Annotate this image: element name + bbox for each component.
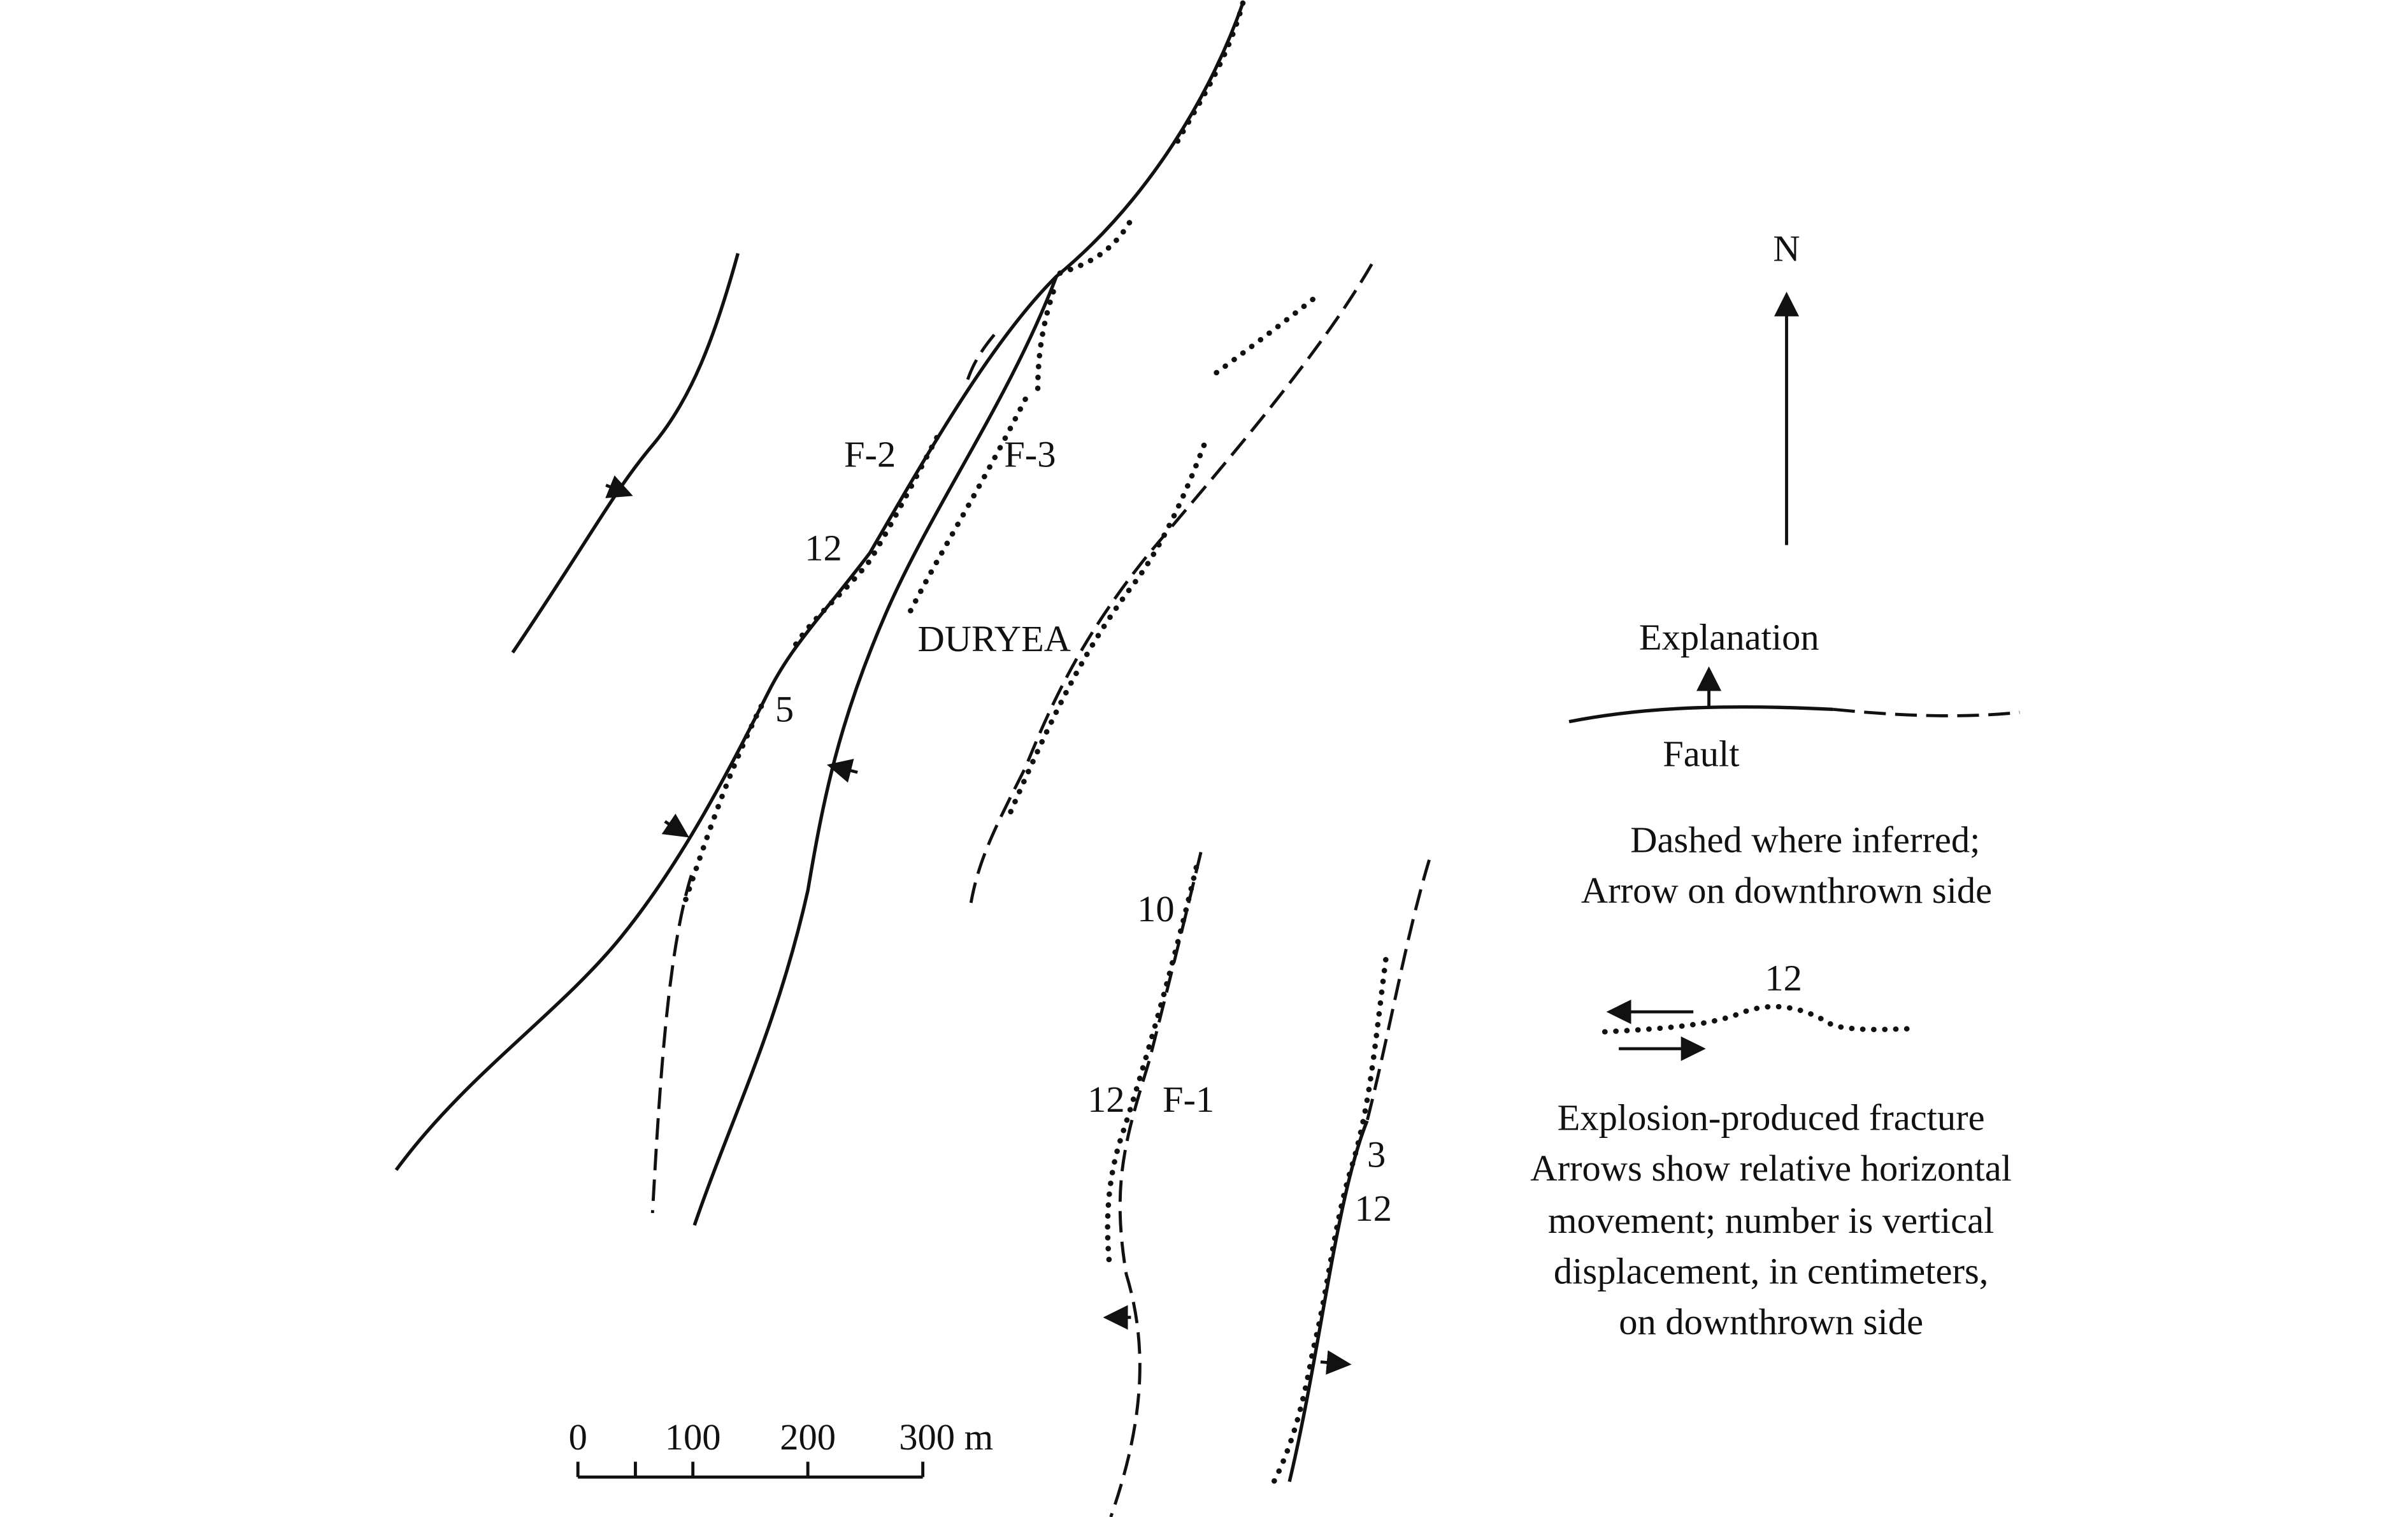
fracture bbox=[1175, 0, 1246, 144]
displacement-label: 12 bbox=[805, 528, 842, 569]
place-label: DURYEA bbox=[917, 618, 1071, 659]
fault-inferred bbox=[964, 333, 996, 385]
fault-inferred bbox=[650, 874, 693, 1213]
legend: Explanation Fault Dashed where inferred;… bbox=[1530, 617, 2020, 1343]
faults bbox=[394, 2, 1431, 1517]
fault-label: F-1 bbox=[1163, 1079, 1214, 1120]
downthrown-arrows bbox=[605, 475, 1352, 1375]
scale-label: 300 m bbox=[899, 1416, 993, 1458]
map-labels: F-2 F-3 12 DURYEA 5 10 12 F-1 3 12 bbox=[775, 434, 1392, 1229]
scale-bar: 0 100 200 300 m bbox=[569, 1416, 993, 1479]
fault bbox=[394, 2, 1245, 1171]
legend-fracture-number: 12 bbox=[1765, 958, 1802, 999]
scale-label: 200 bbox=[780, 1416, 836, 1458]
legend-fault-label: Fault bbox=[1663, 733, 1739, 775]
arrow bbox=[661, 814, 689, 838]
scale-label: 0 bbox=[569, 1416, 587, 1458]
fault bbox=[692, 275, 1058, 1226]
fracture bbox=[792, 435, 940, 648]
displacement-label: 10 bbox=[1137, 888, 1175, 930]
fracture bbox=[1271, 956, 1389, 1485]
displacement-label: 5 bbox=[775, 689, 794, 730]
fault bbox=[1287, 1120, 1369, 1483]
fracture bbox=[1208, 296, 1315, 379]
north-arrow: N bbox=[1773, 228, 1800, 545]
legend-note: on downthrown side bbox=[1619, 1302, 1923, 1343]
legend-note: Arrow on downthrown side bbox=[1581, 870, 1992, 911]
fracture bbox=[1056, 220, 1133, 277]
arrow bbox=[826, 758, 858, 783]
fault-label: F-2 bbox=[844, 434, 896, 475]
fracture bbox=[1035, 289, 1056, 394]
legend-fault-line bbox=[1568, 705, 1833, 724]
legend-title: Explanation bbox=[1639, 617, 1819, 658]
legend-note: Arrows show relative horizontal bbox=[1530, 1148, 2012, 1190]
legend-note: Explosion-produced fracture bbox=[1558, 1097, 1985, 1139]
fracture bbox=[906, 396, 1028, 617]
legend-note: movement; number is vertical bbox=[1548, 1200, 1994, 1241]
fractures bbox=[680, 0, 1389, 1485]
scale-label: 100 bbox=[665, 1416, 721, 1458]
displacement-label: 12 bbox=[1087, 1079, 1125, 1120]
fault-inferred bbox=[1109, 851, 1203, 1517]
legend-note: Dashed where inferred; bbox=[1630, 819, 1980, 861]
fault-inferred bbox=[1365, 859, 1431, 1121]
fault-inferred bbox=[969, 263, 1373, 903]
arrow bbox=[605, 475, 633, 498]
arrow bbox=[1320, 1350, 1352, 1375]
legend-fault-inferred bbox=[1833, 707, 2020, 717]
displacement-label: 12 bbox=[1355, 1188, 1393, 1229]
north-label: N bbox=[1773, 228, 1800, 270]
fault bbox=[511, 252, 740, 654]
fracture bbox=[1007, 442, 1207, 817]
fracture bbox=[680, 703, 764, 909]
displacement-label: 3 bbox=[1367, 1134, 1386, 1175]
legend-note: displacement, in centimeters, bbox=[1554, 1251, 1988, 1292]
fault-label: F-3 bbox=[1004, 434, 1056, 475]
